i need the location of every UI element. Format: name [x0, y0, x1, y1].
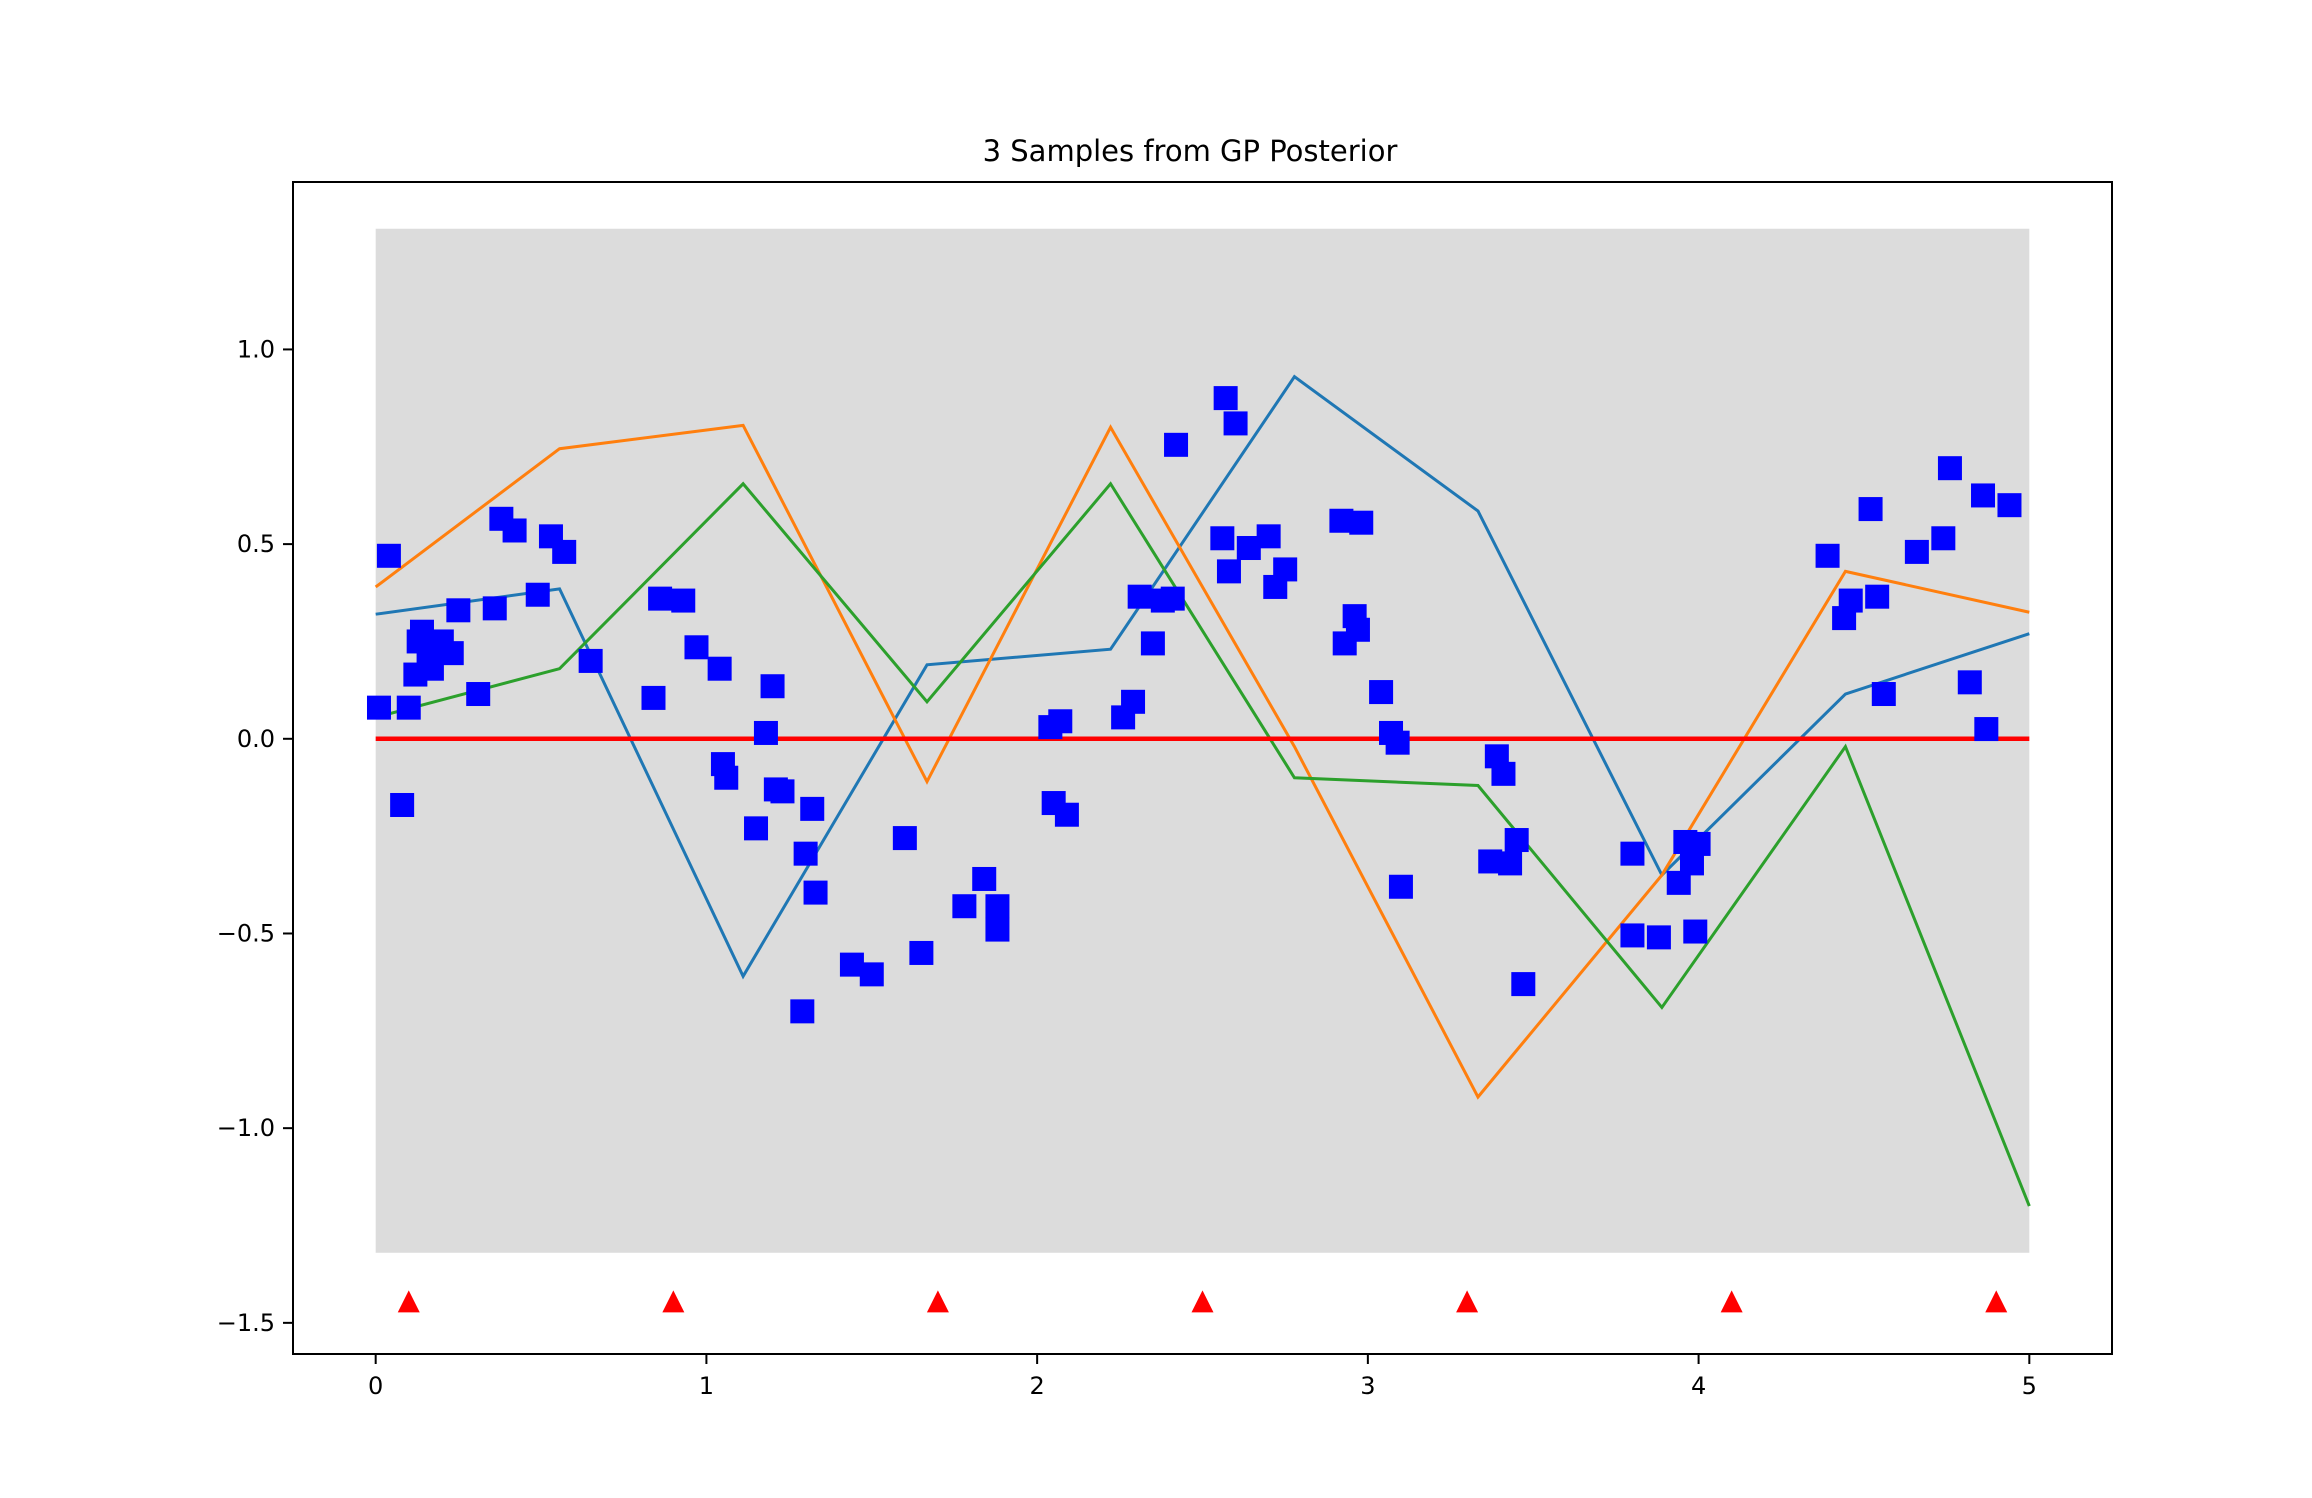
- y-tick-label: 1.0: [237, 335, 275, 363]
- observation-point: [1140, 631, 1165, 656]
- observation-point: [466, 682, 491, 707]
- sample-line-2: [374, 423, 2030, 1100]
- observation-point: [1504, 828, 1529, 853]
- observation-point: [1865, 584, 1890, 609]
- observation-point: [1997, 493, 2022, 518]
- observation-point: [502, 518, 527, 543]
- x-tick-label: 4: [1691, 1372, 1706, 1400]
- inducing-point-marker: [926, 1290, 949, 1313]
- sample-line-1: [375, 374, 2030, 980]
- observation-point: [525, 582, 550, 607]
- plot-area: 0 1 2 3 4 5 1.0 0.5 0.0 −0.5 −1.0 −1.5: [217, 181, 2113, 1400]
- observation-point: [1511, 972, 1536, 997]
- observation-point: [446, 598, 471, 623]
- observation-point: [1683, 919, 1708, 944]
- observation-point: [1273, 557, 1298, 582]
- observation-point: [1858, 497, 1883, 522]
- observation-point: [1127, 584, 1152, 609]
- observation-point: [714, 765, 739, 790]
- observation-point: [366, 695, 391, 720]
- sample-line-3: [375, 481, 2031, 1207]
- observation-point: [1871, 682, 1896, 707]
- inducing-point-marker: [1720, 1290, 1743, 1313]
- observation-point: [1164, 432, 1189, 457]
- observation-point: [707, 656, 732, 681]
- observation-point: [390, 792, 415, 817]
- observation-point: [985, 917, 1010, 942]
- observation-point: [1385, 730, 1410, 755]
- observation-point: [1957, 670, 1982, 695]
- observation-point: [1646, 925, 1671, 950]
- y-tick-label: 0.5: [237, 530, 275, 558]
- y-tick-label: −1.5: [217, 1309, 275, 1337]
- inducing-point-marker: [662, 1290, 685, 1313]
- observation-point: [1388, 874, 1413, 899]
- observation-point: [396, 695, 421, 720]
- x-tick-label: 0: [368, 1372, 383, 1400]
- observation-point: [1491, 761, 1516, 786]
- observation-point: [1931, 526, 1956, 551]
- observation-point: [1686, 831, 1711, 856]
- observation-point: [1838, 588, 1863, 613]
- observation-point: [1256, 524, 1281, 549]
- observation-point: [1498, 851, 1523, 876]
- observation-point: [790, 999, 815, 1024]
- observation-point: [1937, 456, 1962, 481]
- observation-point: [803, 880, 828, 905]
- observation-point: [800, 796, 825, 821]
- y-tick-label: 0.0: [237, 725, 275, 753]
- observation-point: [1904, 539, 1929, 564]
- observation-point: [578, 648, 603, 673]
- observation-point: [859, 962, 884, 987]
- x-tick-label: 2: [1029, 1372, 1044, 1400]
- observation-point: [985, 894, 1010, 919]
- observation-point: [648, 586, 673, 611]
- observation-point: [641, 685, 666, 710]
- observation-point: [439, 641, 464, 666]
- observation-point: [1815, 543, 1840, 568]
- observation-point: [1369, 680, 1394, 705]
- observation-point: [753, 720, 778, 745]
- observation-point: [1349, 510, 1374, 535]
- observation-point: [684, 635, 709, 660]
- observation-point: [1121, 689, 1146, 714]
- observation-point: [1048, 709, 1073, 734]
- chart-title: 3 Samples from GP Posterior: [983, 134, 1398, 168]
- observation-point: [1054, 802, 1079, 827]
- observation-point: [552, 539, 577, 564]
- observation-point: [892, 826, 917, 851]
- observation-point: [1210, 526, 1235, 551]
- observation-point: [1213, 386, 1238, 411]
- y-tick-label: −0.5: [217, 919, 275, 947]
- observation-point: [972, 866, 997, 891]
- observation-point: [1974, 717, 1999, 742]
- observation-point: [909, 940, 934, 965]
- observation-point: [1160, 586, 1185, 611]
- observation-point: [1620, 923, 1645, 948]
- observation-point: [1345, 617, 1370, 642]
- observation-point: [1971, 483, 1996, 508]
- x-tick-label: 5: [2022, 1372, 2037, 1400]
- x-tick-label: 3: [1360, 1372, 1375, 1400]
- observation-point: [482, 596, 507, 621]
- x-tick-label: 1: [699, 1372, 714, 1400]
- inducing-point-marker: [1456, 1290, 1479, 1313]
- observation-point: [744, 816, 769, 841]
- observation-point: [1620, 841, 1645, 866]
- inducing-point-marker: [1191, 1290, 1214, 1313]
- observation-point: [671, 588, 696, 613]
- observation-point: [952, 894, 977, 919]
- inducing-point-marker: [1985, 1290, 2008, 1313]
- observation-point: [1223, 411, 1248, 436]
- observation-point: [376, 543, 401, 568]
- inducing-point-marker: [397, 1290, 420, 1313]
- observation-point: [1216, 559, 1241, 584]
- observation-point: [760, 674, 785, 699]
- y-tick-label: −1.0: [217, 1114, 275, 1142]
- axes-frame: [292, 181, 2113, 1355]
- observation-point: [793, 841, 818, 866]
- observation-point: [770, 779, 795, 804]
